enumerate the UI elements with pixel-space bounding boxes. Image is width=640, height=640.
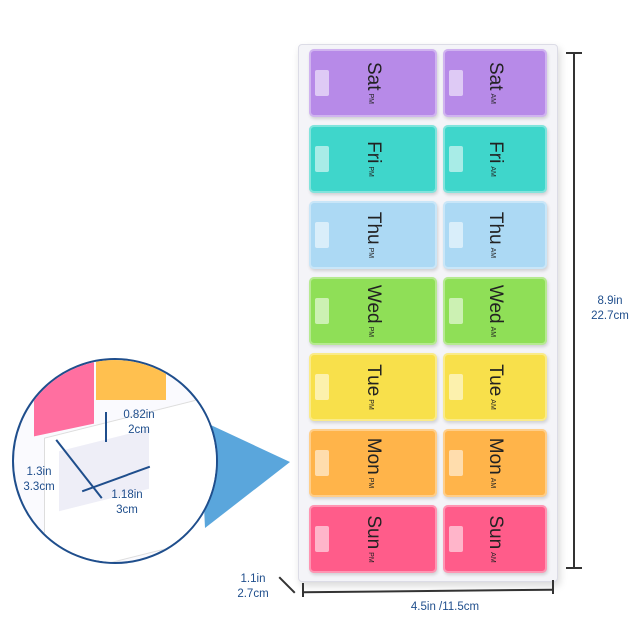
width-dimension-cap-left <box>302 583 304 597</box>
inset-depth-label: 0.82in 2cm <box>114 408 164 438</box>
lid-tue-right[interactable]: Tue AM <box>443 353 547 421</box>
lid-tab <box>449 70 463 96</box>
height-in: 8.9in <box>597 295 623 307</box>
lid-tab <box>449 146 463 172</box>
period-label: AM <box>489 326 496 338</box>
period-label: AM <box>489 477 496 489</box>
lid-label: Mon PM <box>362 438 384 488</box>
lid-thu-left[interactable]: Thu PM <box>309 201 437 269</box>
lid-label: Sun AM <box>484 515 506 562</box>
day-label: Mon <box>363 437 384 475</box>
day-label: Mon <box>485 437 506 475</box>
inset-depth-in: 0.82in <box>123 409 155 421</box>
height-dimension-cap-top <box>566 52 582 54</box>
inset-depth-cm: 2cm <box>128 424 150 436</box>
lid-label: Fri AM <box>484 141 506 177</box>
lid-tab <box>449 526 463 552</box>
period-label: PM <box>367 326 374 338</box>
period-label: AM <box>489 399 496 410</box>
lid-tab <box>315 70 329 96</box>
day-label: Fri <box>363 141 384 164</box>
lid-sat-right[interactable]: Sat AM <box>443 49 547 117</box>
height-label: 8.9in 22.7cm <box>580 294 640 324</box>
inset-length-cm: 3.3cm <box>23 481 55 493</box>
lid-mon-right[interactable]: Mon AM <box>443 429 547 497</box>
day-label: Thu <box>485 211 506 245</box>
period-label: PM <box>367 93 374 105</box>
lid-label: Wed PM <box>362 285 384 337</box>
lid-fri-right[interactable]: Fri AM <box>443 125 547 193</box>
day-label: Tue <box>363 364 384 397</box>
inset-depth-line <box>105 412 107 442</box>
inset-length-label: 1.3in 3.3cm <box>19 465 59 495</box>
period-label: AM <box>489 247 496 259</box>
day-label: Wed <box>485 284 506 324</box>
width-label: 4.5in /11.5cm <box>410 601 480 613</box>
lid-sun-right[interactable]: Sun AM <box>443 505 547 573</box>
lid-tab <box>449 450 463 476</box>
lid-wed-left[interactable]: Wed PM <box>309 277 437 345</box>
lid-label: Tue PM <box>362 364 384 410</box>
period-label: AM <box>489 166 496 177</box>
lid-tab <box>449 222 463 248</box>
lid-tab <box>315 450 329 476</box>
lid-label: Wed AM <box>484 285 506 337</box>
pill-organizer: Sat PM Sat AM Fri PM Fri AM Thu PM Thu AM Wed PM Wed AM… <box>298 44 558 582</box>
lid-tab <box>449 374 463 400</box>
day-label: Thu <box>363 211 384 245</box>
height-cm: 22.7cm <box>591 310 629 322</box>
inset-pink-lid <box>34 360 94 437</box>
day-label: Sat <box>485 61 506 91</box>
callout-wedge-shape <box>200 420 290 528</box>
lid-tab <box>315 222 329 248</box>
compartment-detail-inset: 0.82in 2cm 1.3in 3.3cm 1.18in 3cm <box>12 358 218 564</box>
period-label: PM <box>367 166 374 177</box>
day-label: Sun <box>363 515 384 550</box>
inset-width-in: 1.18in <box>111 489 143 501</box>
height-dimension-line <box>573 52 575 568</box>
period-label: PM <box>367 477 374 489</box>
period-label: AM <box>489 93 496 105</box>
lid-wed-right[interactable]: Wed AM <box>443 277 547 345</box>
period-label: PM <box>367 552 374 563</box>
inset-width-cm: 3cm <box>116 504 138 516</box>
period-label: PM <box>367 399 374 410</box>
inset-length-in: 1.3in <box>26 466 52 478</box>
lid-tab <box>315 146 329 172</box>
height-dimension-cap-bottom <box>566 567 582 569</box>
lid-tab <box>449 298 463 324</box>
depth-cm: 2.7cm <box>237 588 269 600</box>
lid-fri-left[interactable]: Fri PM <box>309 125 437 193</box>
lid-tab <box>315 298 329 324</box>
period-label: PM <box>367 247 374 259</box>
inset-width-label: 1.18in 3cm <box>104 488 150 518</box>
day-label: Sun <box>485 515 506 550</box>
depth-label: 1.1in 2.7cm <box>228 572 278 602</box>
inset-orange-lid <box>96 360 166 400</box>
day-label: Wed <box>363 284 384 324</box>
lid-label: Fri PM <box>362 141 384 177</box>
lid-tab <box>315 374 329 400</box>
lid-sat-left[interactable]: Sat PM <box>309 49 437 117</box>
lid-label: Mon AM <box>484 438 506 488</box>
lid-label: Sat AM <box>484 62 506 104</box>
day-label: Sat <box>363 61 384 91</box>
period-label: AM <box>489 552 496 563</box>
lid-tue-left[interactable]: Tue PM <box>309 353 437 421</box>
lid-thu-right[interactable]: Thu AM <box>443 201 547 269</box>
lid-label: Thu AM <box>484 212 506 258</box>
width-dimension-cap-right <box>552 580 554 594</box>
lid-tab <box>315 526 329 552</box>
lid-label: Sun PM <box>362 515 384 562</box>
day-label: Fri <box>485 141 506 164</box>
lid-mon-left[interactable]: Mon PM <box>309 429 437 497</box>
lid-sun-left[interactable]: Sun PM <box>309 505 437 573</box>
lid-label: Sat PM <box>362 62 384 104</box>
depth-in: 1.1in <box>240 573 266 585</box>
lid-label: Tue AM <box>484 364 506 410</box>
lid-label: Thu PM <box>362 212 384 258</box>
day-label: Tue <box>485 364 506 397</box>
